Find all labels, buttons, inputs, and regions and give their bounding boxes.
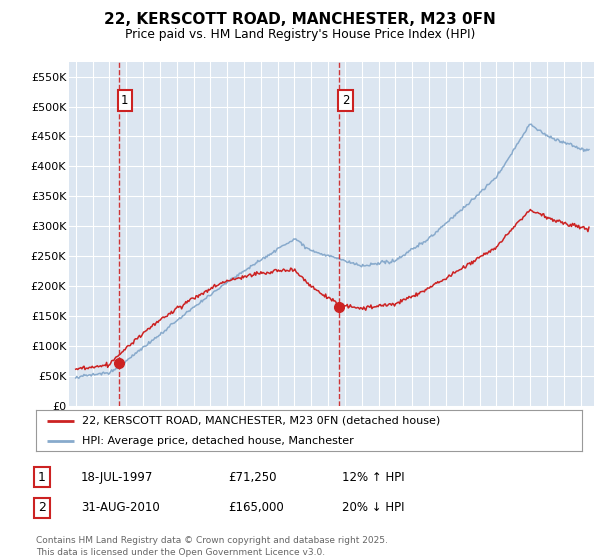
Text: 31-AUG-2010: 31-AUG-2010 [81, 501, 160, 515]
Text: HPI: Average price, detached house, Manchester: HPI: Average price, detached house, Manc… [82, 436, 354, 446]
Text: Price paid vs. HM Land Registry's House Price Index (HPI): Price paid vs. HM Land Registry's House … [125, 28, 475, 41]
Text: 2: 2 [342, 94, 349, 107]
Text: 12% ↑ HPI: 12% ↑ HPI [342, 470, 404, 484]
Text: Contains HM Land Registry data © Crown copyright and database right 2025.
This d: Contains HM Land Registry data © Crown c… [36, 536, 388, 557]
Text: £165,000: £165,000 [228, 501, 284, 515]
Text: 1: 1 [121, 94, 128, 107]
Text: 18-JUL-1997: 18-JUL-1997 [81, 470, 154, 484]
Text: 22, KERSCOTT ROAD, MANCHESTER, M23 0FN: 22, KERSCOTT ROAD, MANCHESTER, M23 0FN [104, 12, 496, 27]
Text: £71,250: £71,250 [228, 470, 277, 484]
Text: 20% ↓ HPI: 20% ↓ HPI [342, 501, 404, 515]
Text: 22, KERSCOTT ROAD, MANCHESTER, M23 0FN (detached house): 22, KERSCOTT ROAD, MANCHESTER, M23 0FN (… [82, 416, 440, 426]
Text: 1: 1 [38, 470, 46, 484]
Text: 2: 2 [38, 501, 46, 515]
